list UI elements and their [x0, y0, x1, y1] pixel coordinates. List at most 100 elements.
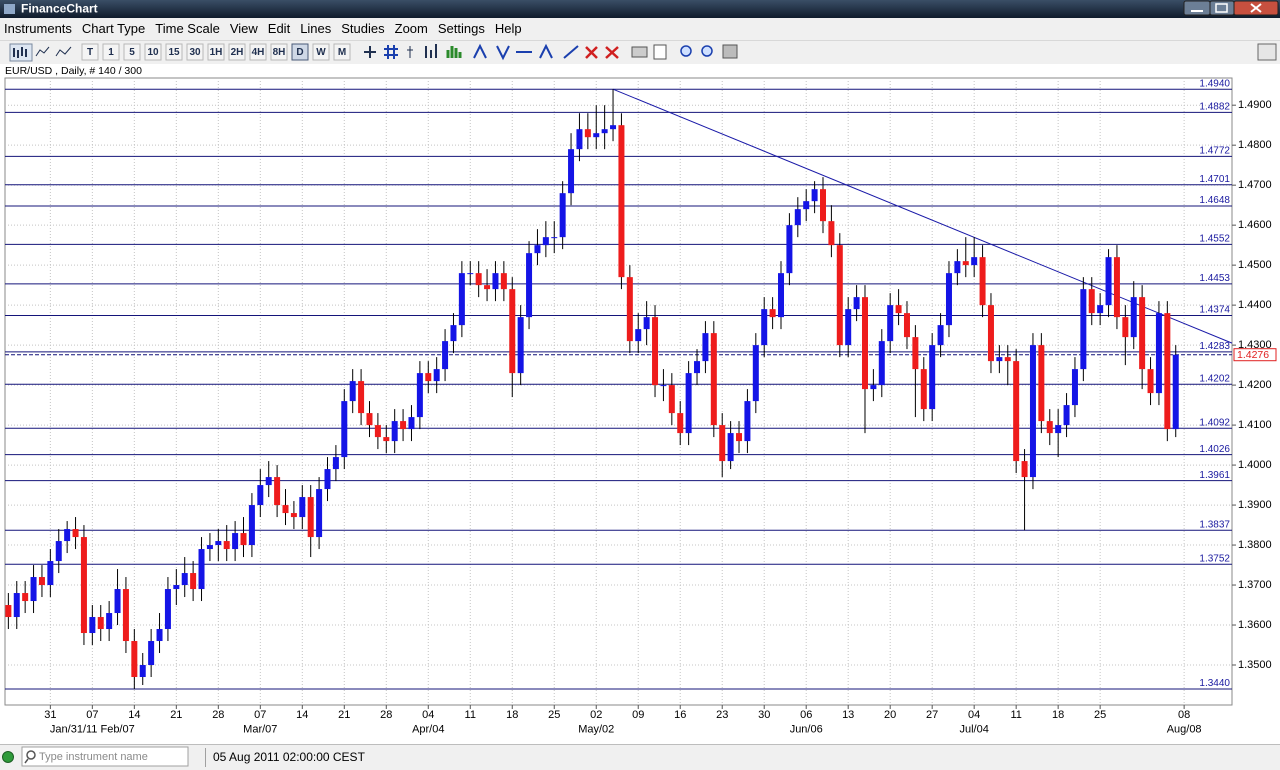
- indicator-icon[interactable]: [446, 46, 462, 58]
- instrument-search[interactable]: [21, 746, 189, 767]
- candle-body: [618, 125, 625, 278]
- timeframe-label: T: [87, 47, 93, 58]
- area-icon[interactable]: [55, 46, 72, 57]
- candle-body: [610, 125, 617, 130]
- grid-icon[interactable]: [384, 45, 398, 59]
- line-tools[interactable]: [473, 43, 553, 61]
- timeframe-button[interactable]: [249, 43, 267, 61]
- candle-body: [1147, 369, 1154, 394]
- print-icon[interactable]: [631, 46, 648, 58]
- x-tick-label: 11: [1010, 709, 1021, 721]
- panel-toggle[interactable]: [1257, 43, 1277, 61]
- x-tick-label: 07: [86, 709, 98, 721]
- candle-body: [290, 513, 297, 518]
- timeframe-button[interactable]: [312, 43, 330, 61]
- delete-icon[interactable]: [585, 46, 598, 59]
- candle-body: [979, 257, 986, 306]
- candle-body: [391, 421, 398, 442]
- timeframe-button[interactable]: [207, 43, 225, 61]
- level-label: 1.4940: [1199, 78, 1230, 89]
- candle-body: [954, 261, 961, 274]
- candle-body: [895, 305, 902, 314]
- menu-item[interactable]: Lines: [300, 21, 332, 36]
- chart-info: EUR/USD , Daily, # 140 / 300: [5, 65, 142, 77]
- timeframe-button[interactable]: [81, 43, 99, 61]
- menu-item[interactable]: Settings: [438, 21, 485, 36]
- zoom-in-icon[interactable]: [680, 45, 692, 57]
- candle-body: [929, 345, 936, 410]
- timeframe-button[interactable]: [270, 43, 288, 61]
- zoom-out-icon[interactable]: [701, 45, 713, 57]
- candle-body: [1063, 405, 1070, 426]
- timeframe-button[interactable]: [333, 43, 351, 61]
- candle-body: [89, 617, 96, 634]
- timeframe-button[interactable]: [144, 43, 162, 61]
- menu-item[interactable]: Time Scale: [155, 21, 220, 36]
- delete-all-icon[interactable]: [605, 46, 619, 59]
- menu-item[interactable]: Chart Type: [82, 21, 145, 36]
- candle-body: [72, 529, 79, 538]
- timeframe-label: M: [338, 47, 346, 58]
- menu-item[interactable]: Edit: [268, 21, 291, 36]
- menu-item[interactable]: Studies: [341, 21, 385, 36]
- crosshair-icon[interactable]: [364, 46, 376, 58]
- preview-icon[interactable]: [653, 44, 667, 60]
- candle-body: [710, 333, 717, 426]
- candle-body: [324, 469, 331, 490]
- volume-icon[interactable]: [425, 44, 437, 58]
- candle-body: [106, 613, 113, 630]
- menu: Instruments Chart Type Time Scale View Edit L…: [4, 21, 522, 36]
- month-label: Apr/04: [412, 723, 444, 735]
- last-price-box: [1233, 348, 1277, 362]
- candle-body: [736, 433, 743, 442]
- menu-item[interactable]: View: [230, 21, 259, 36]
- timeframe-button[interactable]: [228, 43, 246, 61]
- y-tick-label: 1.4100: [1238, 419, 1272, 431]
- candle-body: [517, 317, 524, 374]
- candle-body: [30, 577, 37, 602]
- candle-body: [1029, 345, 1036, 478]
- x-tick-label: 25: [1094, 709, 1106, 721]
- timeframe-button[interactable]: [123, 43, 141, 61]
- minimize-button[interactable]: [1183, 0, 1211, 16]
- chart: 1.3500 1.3600 1.3700 1.3800 1.3900 1.4000 1.41…: [5, 78, 1277, 735]
- level-label: 1.4092: [1199, 417, 1230, 428]
- candle-body: [13, 593, 20, 618]
- candle-body: [1055, 425, 1062, 434]
- draw-line-icon[interactable]: [563, 45, 579, 59]
- timeframe-label: D: [296, 47, 303, 58]
- x-tick-label: 20: [884, 709, 896, 721]
- search-placeholder: Type instrument name: [39, 751, 148, 763]
- candle-body: [181, 573, 188, 586]
- x-tick-label: 07: [254, 709, 266, 721]
- candle-body: [467, 273, 474, 275]
- candle-body: [131, 641, 138, 678]
- candle-body: [80, 537, 87, 634]
- x-tick-label: 08: [1178, 709, 1190, 721]
- candle-body: [903, 313, 910, 338]
- candle-body: [475, 273, 482, 286]
- menu-item[interactable]: Zoom: [395, 21, 428, 36]
- maximize-button[interactable]: [1209, 0, 1235, 16]
- menu-item[interactable]: Help: [495, 21, 522, 36]
- candle-body: [1172, 354, 1179, 430]
- timeframe-button[interactable]: [186, 43, 204, 61]
- candle-body: [341, 401, 348, 458]
- line-icon[interactable]: [35, 46, 50, 57]
- level-label: 1.4552: [1199, 233, 1230, 244]
- zoom-fit-icon[interactable]: [722, 44, 738, 59]
- study-icon[interactable]: [407, 46, 413, 58]
- timeframe-label: 10: [147, 47, 159, 58]
- chart-background: [0, 64, 1280, 744]
- timeframe-button[interactable]: [165, 43, 183, 61]
- menu-item[interactable]: Instruments: [4, 21, 72, 36]
- timeframe-button[interactable]: [102, 43, 120, 61]
- level-label: 1.4026: [1199, 444, 1230, 455]
- candle-body: [1130, 297, 1137, 338]
- timeframe-button[interactable]: [291, 43, 309, 61]
- candle-body: [1113, 257, 1120, 318]
- candle-body: [500, 273, 507, 290]
- candle-body: [122, 589, 129, 642]
- candle-body: [349, 381, 356, 402]
